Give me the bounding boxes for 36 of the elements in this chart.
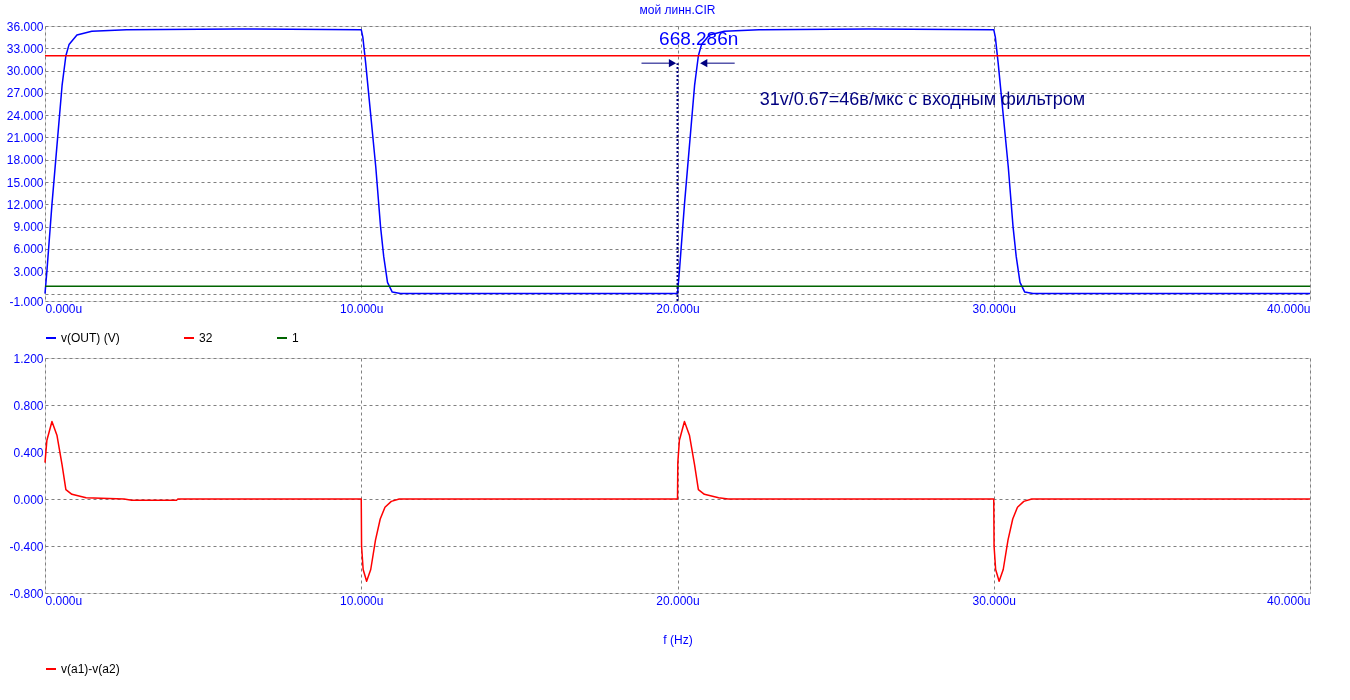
x-tick-label: 0.000u xyxy=(45,301,83,316)
y-tick-label: 33.000 xyxy=(6,41,44,56)
x-tick-label: 30.000u xyxy=(972,301,1016,316)
y-tick-label: -0.800 xyxy=(9,586,44,601)
chart-title: мой линн.CIR xyxy=(639,3,716,17)
legend-label: v(a1)-v(a2) xyxy=(61,662,120,676)
legend-label: 32 xyxy=(199,331,213,345)
y-tick-label: 6.000 xyxy=(13,242,44,257)
y-tick-label: 27.000 xyxy=(6,86,44,101)
x-tick-label: 30.000u xyxy=(972,593,1016,608)
x-tick-label: 40.000u xyxy=(1267,301,1311,316)
x-tick-label: 20.000u xyxy=(656,301,700,316)
y-tick-label: 18.000 xyxy=(6,153,44,168)
line-series xyxy=(44,420,1311,582)
y-tick-label: -0.400 xyxy=(9,539,44,554)
legend-label: v(OUT) (V) xyxy=(61,331,120,345)
x-tick-label: 10.000u xyxy=(340,593,384,608)
y-tick-label: 0.400 xyxy=(13,445,44,460)
y-tick-label: 15.000 xyxy=(6,175,44,190)
x-tick-label: 0.000u xyxy=(45,593,83,608)
x-tick-label: 20.000u xyxy=(656,593,700,608)
x-tick-label: 10.000u xyxy=(340,301,384,316)
y-tick-label: 0.800 xyxy=(13,398,44,413)
y-tick-label: 24.000 xyxy=(6,108,44,123)
x-tick-label: 40.000u xyxy=(1267,593,1311,608)
y-tick-label: 30.000 xyxy=(6,64,44,79)
y-tick-label: 0.000 xyxy=(13,492,44,507)
y-tick-label: 12.000 xyxy=(6,197,44,212)
y-tick-label: 3.000 xyxy=(13,264,44,279)
x-axis-title: f (Hz) xyxy=(663,632,693,647)
y-tick-label: -1.000 xyxy=(9,294,44,309)
y-tick-label: 1.200 xyxy=(13,351,44,366)
legend-label: 1 xyxy=(292,331,299,345)
y-tick-label: 36.000 xyxy=(6,19,44,34)
y-tick-label: 9.000 xyxy=(13,220,44,235)
y-tick-label: 21.000 xyxy=(6,130,44,145)
